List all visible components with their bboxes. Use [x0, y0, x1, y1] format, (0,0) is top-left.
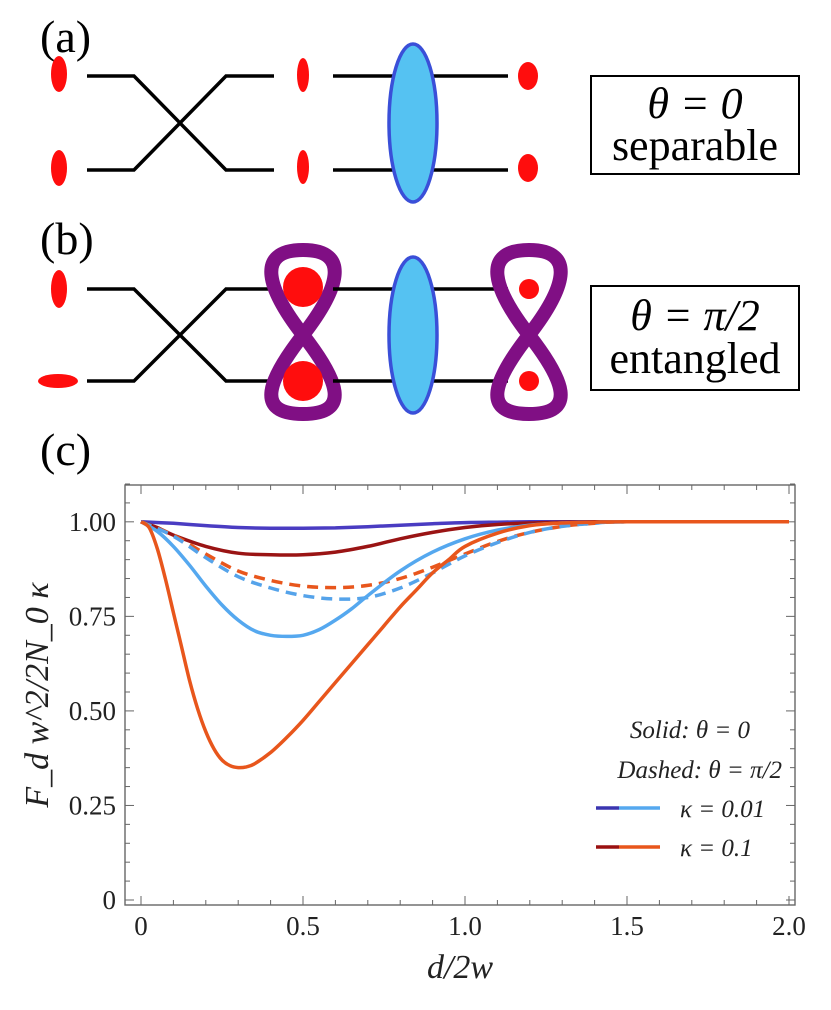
lens-b	[387, 255, 439, 415]
middle-spot-bottom	[297, 150, 309, 184]
axis-ticks	[125, 483, 795, 905]
output-spot-bottom-b	[519, 371, 539, 391]
legend: Solid: θ = 0 Dashed: θ = π/2 κ = 0.01 κ …	[596, 717, 782, 862]
panel-a-label: (a)	[40, 11, 91, 62]
legend-solid: Solid: θ = 0	[630, 717, 751, 744]
beam-crossing	[87, 74, 274, 172]
input-spot-vertical	[51, 270, 67, 308]
middle-spot-top	[297, 58, 309, 92]
panel-a: (a) θ = 0 separable	[40, 11, 800, 204]
output-spot-top-b	[519, 279, 539, 299]
separable-box-label: separable	[612, 121, 778, 170]
separable-box	[590, 75, 800, 175]
entangled-spot-bottom	[283, 361, 323, 401]
lens	[387, 42, 439, 204]
curves	[139, 519, 790, 770]
x-tick-label: 2.0	[772, 911, 806, 941]
plot-frame	[124, 484, 796, 906]
figure-eight-left	[264, 243, 342, 421]
y-tick-label: 0.25	[69, 790, 116, 820]
panel-b-label: (b)	[40, 213, 94, 264]
y-tick-label: 0.50	[69, 696, 116, 726]
input-spot-bottom	[51, 150, 67, 186]
output-spot-top	[518, 62, 538, 90]
y-tick-label: 0	[103, 885, 117, 915]
y-axis-title: F_d w^2/2N_0 κ	[19, 582, 56, 809]
legend-label-k001: κ = 0.01	[680, 796, 765, 823]
x-tick-label: 0	[134, 911, 148, 941]
curve-solid-5	[139, 520, 789, 770]
entangled-box	[590, 285, 800, 391]
legend-entry-k001: κ = 0.01	[596, 796, 765, 823]
figure-eight-right	[490, 243, 568, 421]
x-axis-title: d/2w	[427, 949, 493, 986]
panel-b: (b) θ = π/2 entangle	[38, 213, 800, 421]
entangled-box-label: entangled	[609, 334, 780, 383]
input-spot-horizontal	[38, 374, 78, 388]
legend-entry-k01: κ = 0.1	[596, 835, 753, 862]
beam-crossing-b	[87, 287, 274, 383]
panel-c: (c) 0 0.5 1.0 1.5 2.0 0 0.25 0.50 0.75 1.00 d/2w…	[19, 424, 806, 986]
entangled-box-theta: θ = π/2	[630, 291, 760, 340]
y-tick-label: 0.75	[69, 601, 116, 631]
input-spot-top	[51, 56, 67, 92]
x-tick-label: 1.5	[610, 911, 644, 941]
entangled-spot-top	[283, 267, 323, 307]
y-tick-label: 1.00	[69, 507, 116, 537]
y-tick-labels: 0 0.25 0.50 0.75 1.00	[69, 507, 116, 915]
x-tick-label: 1.0	[448, 911, 482, 941]
output-spot-bottom	[518, 154, 538, 182]
legend-label-k01: κ = 0.1	[680, 835, 753, 862]
separable-box-theta: θ = 0	[647, 79, 742, 128]
x-tick-labels: 0 0.5 1.0 1.5 2.0	[134, 911, 806, 941]
panel-c-label: (c)	[40, 424, 91, 475]
legend-dashed: Dashed: θ = π/2	[616, 757, 782, 784]
x-tick-label: 0.5	[286, 911, 320, 941]
